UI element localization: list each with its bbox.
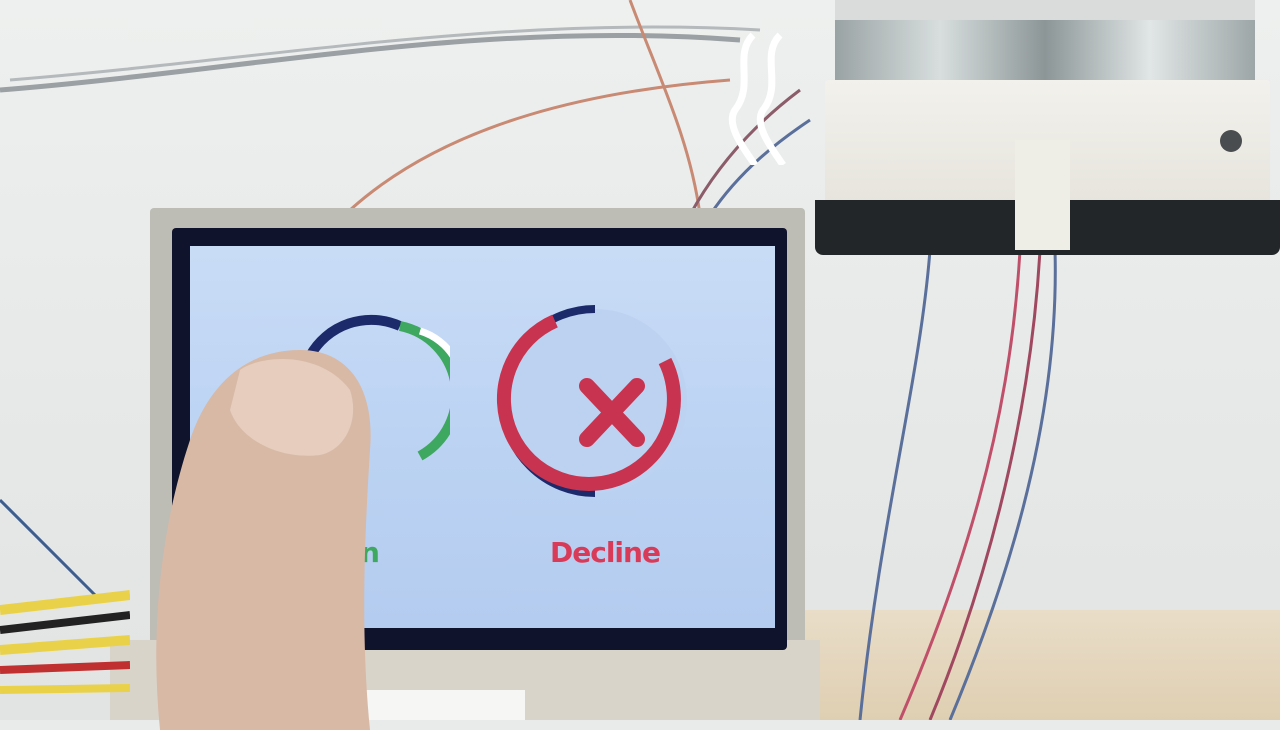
finger xyxy=(130,330,390,730)
device-housing xyxy=(815,0,1280,260)
decline-button[interactable] xyxy=(495,301,695,501)
wireless-signal-icon xyxy=(725,15,815,165)
side-connector-wires xyxy=(0,570,130,720)
x-circle-icon xyxy=(495,301,695,501)
decline-label: Decline xyxy=(550,536,660,569)
